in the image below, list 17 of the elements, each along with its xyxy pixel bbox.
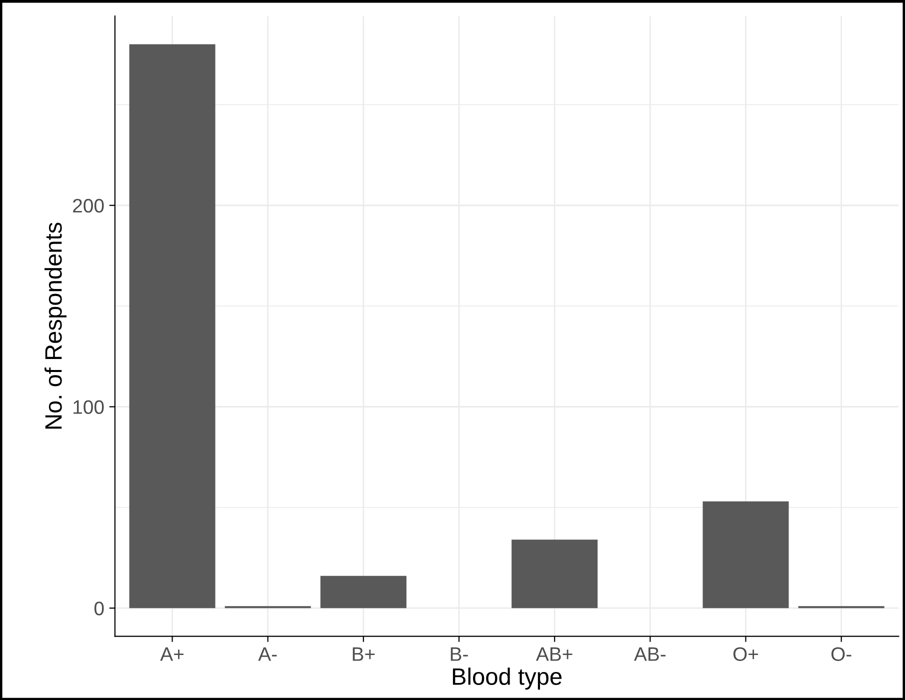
y-tick-label: 100 [74, 400, 104, 414]
x-tick-label: B- [450, 647, 468, 661]
y-axis-title: No. of Respondents [44, 222, 67, 429]
bar [320, 576, 406, 608]
x-tick-label: B+ [352, 647, 375, 661]
x-tick-label: A- [258, 647, 277, 661]
x-tick-label: O+ [733, 647, 758, 661]
x-tick-label: AB+ [536, 647, 572, 661]
x-tick-label: O- [831, 647, 852, 661]
x-tick-label: A+ [160, 647, 184, 661]
bar [512, 540, 598, 608]
x-tick-label: AB- [634, 647, 666, 661]
x-axis-title: Blood type [452, 668, 562, 690]
y-tick-label: 200 [73, 198, 104, 213]
bar [129, 44, 216, 608]
y-tick-label: 0 [94, 602, 104, 616]
bar [702, 501, 789, 608]
